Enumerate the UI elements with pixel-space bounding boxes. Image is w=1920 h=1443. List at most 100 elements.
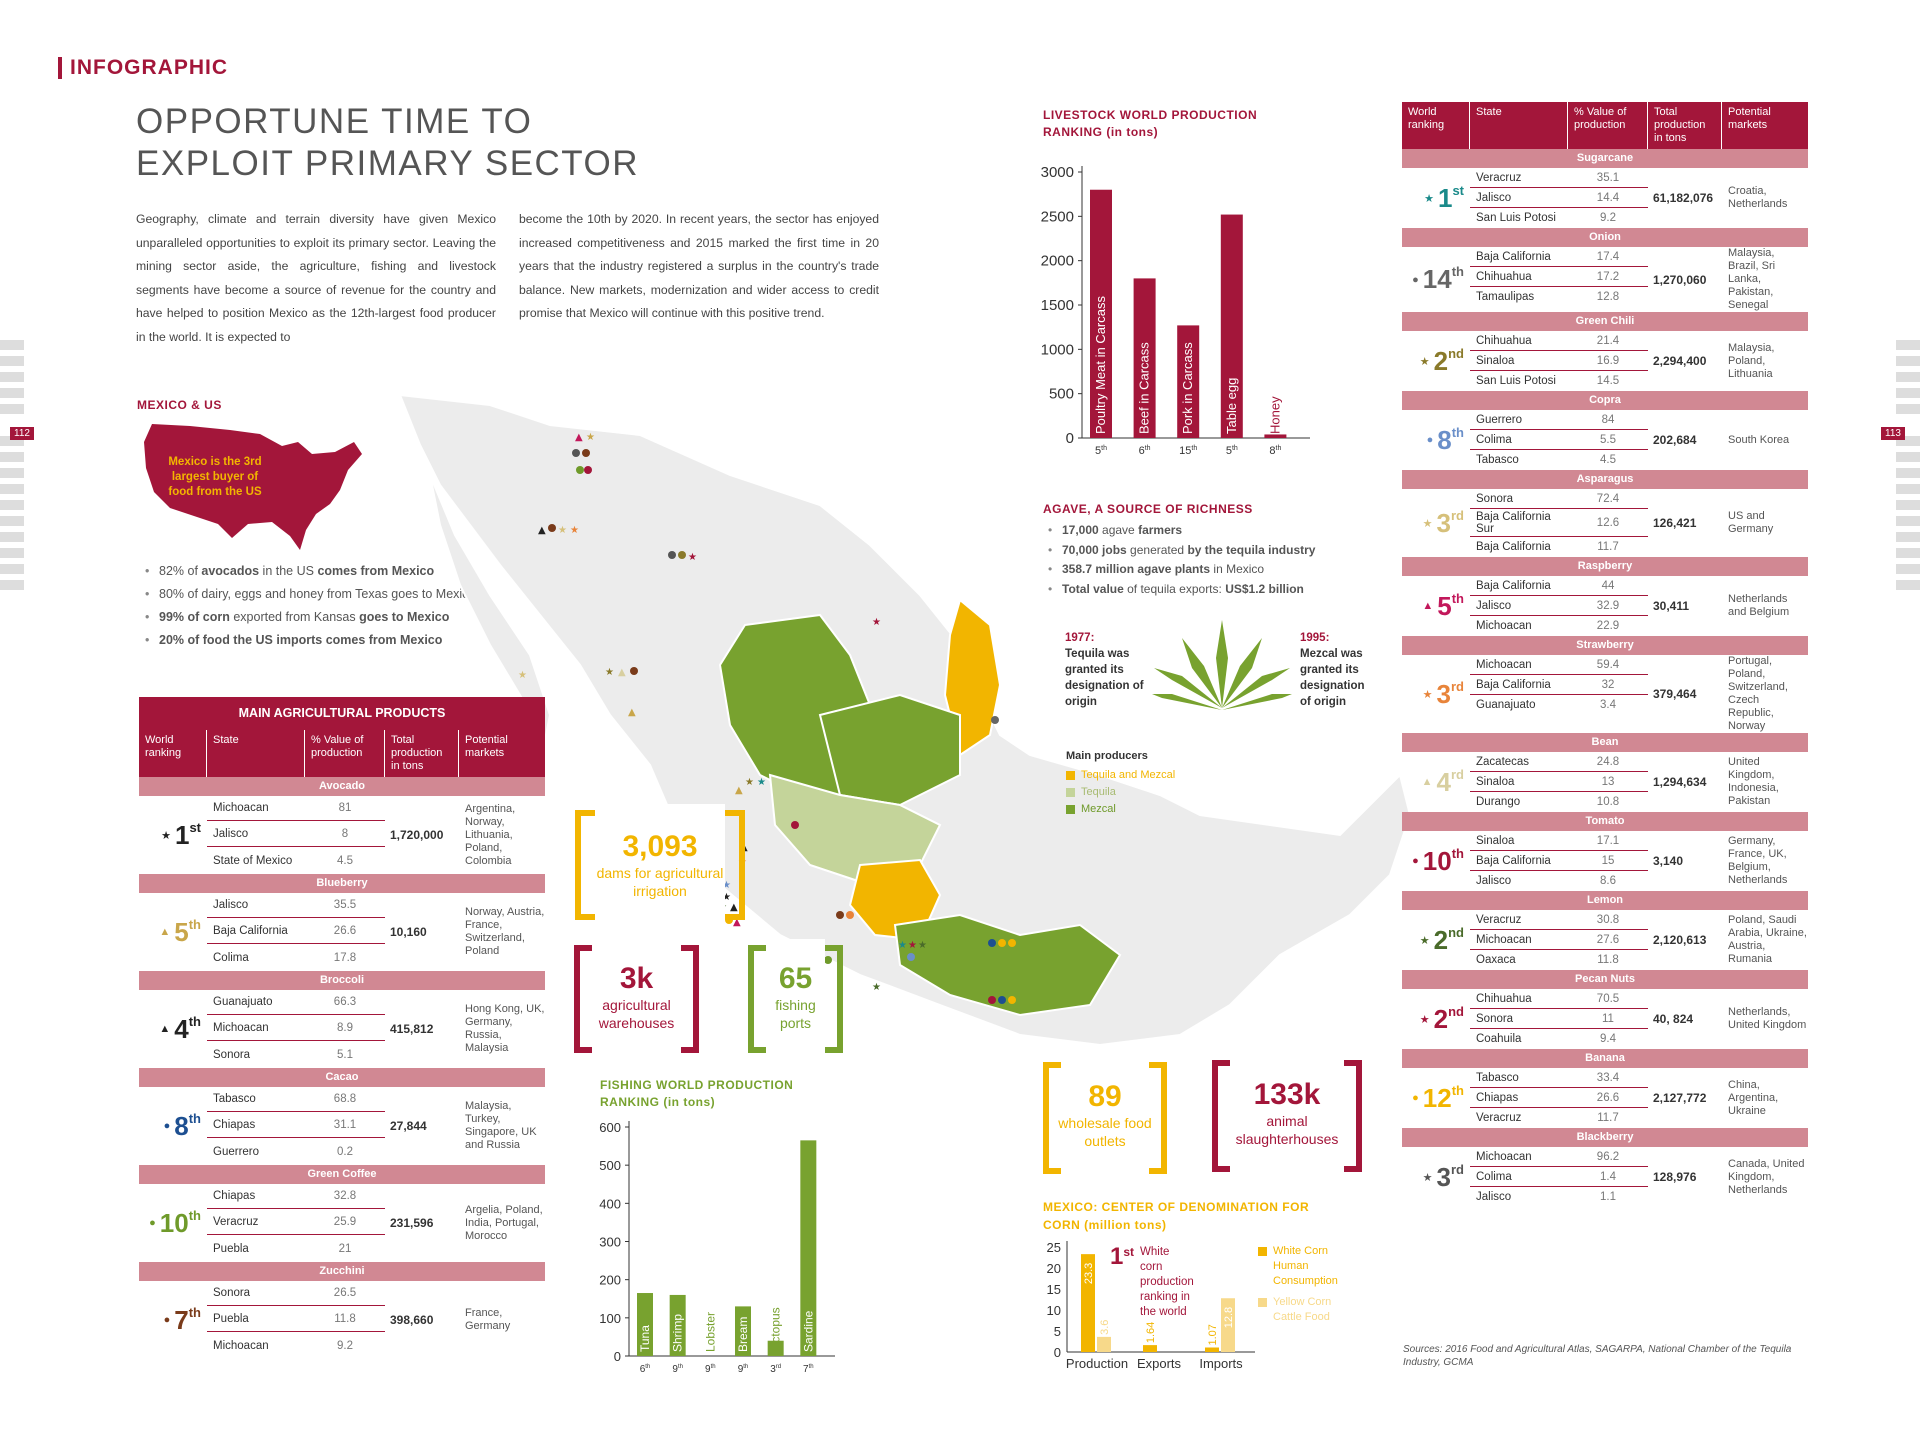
- table-row: Baja California 17.4: [1470, 247, 1648, 267]
- side-stripe: [0, 500, 24, 510]
- svg-text:★: ★: [688, 552, 697, 563]
- category-row: Copra: [1402, 391, 1808, 410]
- y-tick-label: 10: [1047, 1303, 1061, 1318]
- livestock-heading-line1: LIVESTOCK WORLD PRODUCTION: [1043, 108, 1258, 122]
- side-stripe: [0, 548, 24, 558]
- bar: [1090, 189, 1112, 438]
- bar-category-label: Shrimp: [671, 1314, 685, 1352]
- state-rows: Chihuahua 70.5 Sonora 11 Coahuila 9.4: [1470, 989, 1648, 1049]
- percent-cell: 30.8: [1596, 913, 1620, 926]
- side-stripe: [1896, 356, 1920, 366]
- rank-marker-icon: ★: [1422, 517, 1433, 530]
- agricultural-products-table-right: World ranking State% Value of production T…: [1402, 102, 1808, 1207]
- state-cell: Michoacan: [213, 802, 269, 814]
- producers-legend: Tequila and Mezcal Tequila Mezcal: [1066, 767, 1175, 818]
- table-row: Tabasco 4.5: [1470, 450, 1648, 470]
- bar-value-label: 1.64: [1145, 1322, 1157, 1343]
- state-cell: Puebla: [213, 1242, 249, 1255]
- table-row: Zacatecas 24.8: [1470, 752, 1648, 772]
- rank-suffix: th: [1451, 590, 1464, 606]
- markets-cell: Croatia, Netherlands: [1728, 185, 1788, 210]
- percent-cell: 32.8: [333, 1190, 357, 1202]
- rank-suffix: rd: [1451, 1161, 1464, 1177]
- state-cell: Baja California: [1476, 579, 1551, 592]
- category-row: Broccoli: [139, 971, 545, 990]
- rank-suffix: st: [1452, 182, 1464, 198]
- table-row: Oaxaca 11.8: [1470, 950, 1648, 970]
- legend-swatch: [1066, 805, 1075, 814]
- state-rows: Guerrero 84 Colima 5.5 Tabasco 4.5: [1470, 410, 1648, 470]
- sources-note: Sources: 2016 Food and Agricultural Atla…: [1403, 1344, 1792, 1368]
- category-row: Sugarcane: [1402, 149, 1808, 168]
- y-tick-label: 2000: [1041, 253, 1074, 270]
- table-header: World ranking State% Value of production T…: [139, 730, 545, 777]
- outlets-stat: 89 wholesale food outlets: [1043, 1080, 1167, 1150]
- table-row: Jalisco 1.1: [1470, 1187, 1648, 1207]
- rank-marker-icon: ●: [1412, 855, 1419, 867]
- table-row: Sinaloa 13: [1470, 772, 1648, 792]
- markets-cell: US and Germany: [1728, 510, 1774, 535]
- markets-cell: Argelia, Poland, India, Portugal, Morocc…: [465, 1203, 543, 1242]
- state-cell: Veracruz: [1476, 1112, 1522, 1124]
- percent-cell: 9.4: [1600, 1033, 1616, 1045]
- table-row: Tabasco 68.8: [207, 1087, 385, 1112]
- state-cell: Sonora: [1476, 492, 1514, 505]
- dams-bracket-mask: [595, 804, 725, 924]
- rank-number: 3: [1436, 1161, 1451, 1192]
- markets-cell: United Kingdom, Indonesia, Pakistan: [1728, 756, 1779, 807]
- state-cell: Jalisco: [1476, 599, 1512, 612]
- percent-cell: 21: [338, 1242, 352, 1255]
- rank-marker-icon: ●: [163, 1314, 171, 1326]
- y-tick-label: 600: [599, 1120, 621, 1135]
- total-cell: 415,812: [390, 1022, 434, 1036]
- bar: [767, 1340, 784, 1356]
- markets-cell: Canada, United Kingdom, Netherlands: [1728, 1157, 1805, 1196]
- rank-number: 4: [1436, 766, 1451, 797]
- legend-swatch: [1258, 1298, 1267, 1307]
- percent-cell: 11.8: [1597, 954, 1619, 966]
- rank-number: 10: [159, 1207, 189, 1238]
- percent-cell: 10.8: [1596, 796, 1620, 808]
- markets-cell: Argentina, Norway, Lithuania, Poland, Co…: [465, 802, 516, 867]
- intro-column-1: Geography, climate and terrain diversity…: [136, 212, 496, 344]
- rank-marker-icon: ★: [1419, 1013, 1430, 1026]
- percent-cell: 22.9: [1596, 620, 1620, 632]
- livestock-heading: LIVESTOCK WORLD PRODUCTION RANKING (in t…: [1043, 107, 1257, 141]
- markets-cell: Germany, France, UK, Belgium, Netherland…: [1728, 835, 1788, 886]
- ports-label: fishing ports: [775, 997, 816, 1031]
- state-cell: Veracruz: [1476, 913, 1522, 926]
- table-row: Jalisco 14.4: [1470, 188, 1648, 208]
- percent-cell: 9.2: [337, 1339, 353, 1352]
- percent-cell: 5.1: [337, 1048, 353, 1061]
- bar: [1133, 278, 1156, 438]
- state-cell: Baja California Sur: [1476, 510, 1551, 535]
- state-cell: State of Mexico: [213, 854, 293, 867]
- state-rows: Veracruz 30.8 Michoacan 27.6 Oaxaca 11.8: [1470, 910, 1648, 970]
- percent-cell: 5.5: [1600, 433, 1616, 446]
- table-row: Baja California 44: [1470, 576, 1648, 596]
- state-cell: Oaxaca: [1476, 954, 1516, 966]
- table-row: Colima 17.8: [207, 944, 385, 971]
- section-tag: INFOGRAPHIC: [58, 57, 228, 79]
- table-header-cell: Total production in tons: [385, 730, 459, 777]
- fishing-chart: 0 100 200 300 400 500 600 Tuna 6th Shrimp 9th Lobst…: [599, 1120, 835, 1375]
- rank-number: 10: [1422, 845, 1452, 876]
- state-cell: Sinaloa: [1476, 834, 1515, 847]
- svg-text:★: ★: [518, 670, 527, 681]
- table-row: Guerrero 0.2: [207, 1138, 385, 1165]
- state-cell: San Luis Potosi: [1476, 212, 1556, 224]
- outlets-label: wholesale food outlets: [1058, 1115, 1152, 1149]
- total-cell: 2,294,400: [1653, 354, 1707, 368]
- percent-cell: 0.2: [337, 1145, 353, 1158]
- state-rows: Michoacan 81 Jalisco 8 State of Mexico 4.5: [207, 796, 385, 874]
- legend-yellow-corn: Yellow Corn Cattle Food: [1258, 1295, 1348, 1325]
- rank-suffix: th: [188, 1304, 201, 1320]
- state-cell: Colima: [213, 951, 249, 964]
- table-header-cell: % Value of production: [1568, 102, 1648, 149]
- slaughter-number: 133k: [1253, 1078, 1321, 1111]
